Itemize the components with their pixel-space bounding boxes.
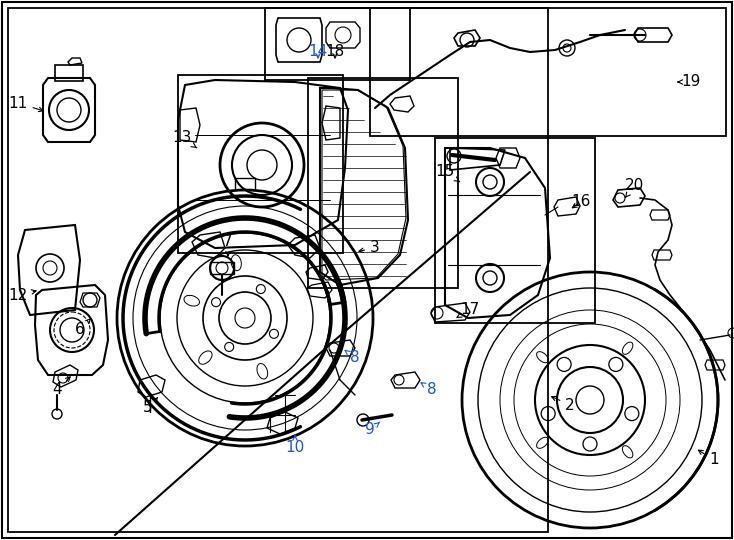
Bar <box>55 65 83 81</box>
Text: 6: 6 <box>75 319 90 338</box>
Text: 1: 1 <box>698 450 719 468</box>
Bar <box>178 75 343 253</box>
Text: 16: 16 <box>571 194 591 210</box>
Bar <box>370 8 726 136</box>
Text: 15: 15 <box>435 165 459 182</box>
Bar <box>308 78 458 288</box>
Text: 7: 7 <box>223 234 233 256</box>
Text: 14: 14 <box>308 44 327 59</box>
Text: 13: 13 <box>172 131 197 148</box>
Text: 3: 3 <box>359 240 380 255</box>
Bar <box>265 8 410 80</box>
Text: 10: 10 <box>286 435 305 456</box>
Text: 17: 17 <box>457 302 479 318</box>
Text: 20: 20 <box>625 178 644 198</box>
Text: 2: 2 <box>552 396 575 413</box>
Text: 19: 19 <box>678 75 701 90</box>
Text: 8: 8 <box>421 382 437 397</box>
Bar <box>435 138 595 323</box>
Text: 11: 11 <box>8 96 43 112</box>
Text: 18: 18 <box>325 44 345 59</box>
Bar <box>8 8 548 532</box>
Text: 12: 12 <box>8 287 36 302</box>
Text: 4: 4 <box>52 377 70 397</box>
Text: 8: 8 <box>345 350 360 366</box>
Text: 5: 5 <box>143 397 158 415</box>
Text: 9: 9 <box>365 422 379 437</box>
